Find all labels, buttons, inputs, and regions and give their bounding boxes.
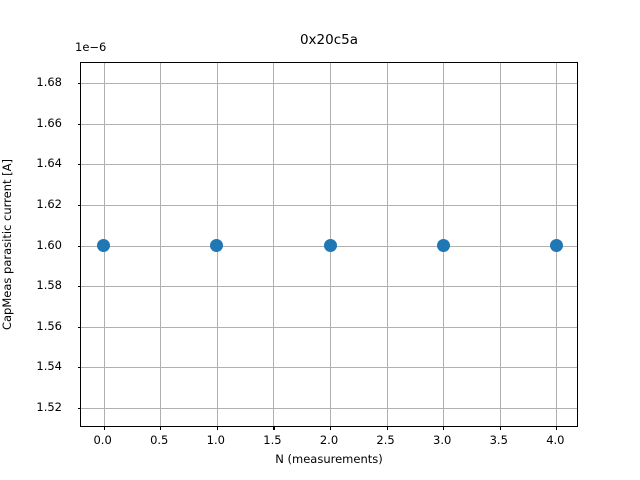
y-tick-mark: [77, 83, 81, 85]
gridline-vertical: [386, 63, 388, 426]
y-tick-mark: [77, 245, 81, 247]
y-tick-label: 1.66: [36, 115, 62, 130]
data-point: [323, 239, 337, 252]
data-point: [210, 239, 224, 252]
x-tick-mark: [330, 426, 332, 430]
y-tick-mark: [77, 407, 81, 409]
x-tick-label: 4.0: [546, 433, 565, 447]
x-tick-mark: [216, 426, 218, 430]
x-tick-label: 2.5: [376, 433, 395, 447]
gridline-vertical: [273, 63, 275, 426]
x-tick-label: 1.0: [206, 433, 225, 447]
gridline-vertical: [443, 63, 444, 426]
x-tick-label: 2.0: [319, 433, 339, 447]
y-tick-mark: [77, 123, 81, 125]
gridline-horizontal: [81, 245, 577, 247]
gridline-horizontal: [81, 123, 577, 125]
x-tick-mark: [556, 426, 558, 430]
data-point: [549, 239, 563, 252]
y-tick-label: 1.56: [36, 318, 62, 333]
y-tick-label: 1.52: [36, 399, 62, 414]
x-tick-label: 0.5: [150, 433, 169, 447]
x-tick-label: 3.0: [433, 433, 452, 447]
gridline-horizontal: [81, 407, 577, 409]
gridlines: [81, 63, 577, 426]
data-point: [436, 239, 450, 252]
gridline-vertical: [160, 63, 162, 426]
y-tick-mark: [77, 164, 81, 166]
gridline-horizontal: [81, 204, 577, 206]
tick-marks: [77, 63, 577, 430]
x-tick-mark: [443, 426, 445, 430]
scatter-points: [81, 63, 577, 426]
x-tick-label: 0.0: [93, 433, 112, 447]
y-tick-label: 1.58: [36, 278, 62, 293]
y-tick-mark: [77, 367, 81, 369]
y-tick-mark: [77, 326, 81, 328]
plot-area: [77, 62, 578, 430]
y-tick-label: 1.68: [36, 75, 62, 90]
gridline-horizontal: [81, 286, 577, 287]
gridline-vertical: [330, 63, 331, 426]
x-tick-label: 1.5: [263, 433, 282, 447]
gridline-horizontal: [81, 164, 577, 166]
x-tick-mark: [160, 426, 162, 430]
data-point: [97, 239, 111, 252]
gridline-horizontal: [81, 326, 577, 328]
x-tick-mark: [273, 426, 275, 430]
gridline-horizontal: [81, 367, 577, 368]
y-tick-mark: [77, 204, 81, 207]
y-tick-label: 1.62: [36, 196, 62, 211]
x-tick-mark: [386, 426, 388, 430]
y-tick-label: 1.64: [36, 156, 62, 171]
chart-title: 0x20c5a: [299, 32, 359, 48]
gridline-vertical: [103, 63, 105, 426]
x-tick-mark: [103, 426, 105, 430]
x-axis-tick-labels: 0.0 0.5 1.0 1.5 2.0 2.5 3.0 3.5 4.0: [80, 433, 578, 453]
gridline-vertical: [216, 63, 218, 426]
x-axis-label: N (measurements): [275, 452, 383, 466]
y-axis-tick-labels: 1.52 1.54 1.56 1.58 1.60 1.62 1.64 1.66 1.68: [0, 62, 71, 427]
gridline-vertical: [499, 63, 501, 426]
y-tick-mark: [77, 286, 81, 288]
x-tick-mark: [499, 426, 501, 430]
y-axis-offset-label: 1e−6: [75, 40, 107, 54]
x-tick-label: 3.5: [489, 433, 508, 447]
gridline-vertical: [556, 63, 558, 426]
gridline-horizontal: [81, 83, 577, 85]
y-tick-label: 1.60: [36, 237, 62, 252]
y-tick-label: 1.54: [36, 359, 62, 374]
